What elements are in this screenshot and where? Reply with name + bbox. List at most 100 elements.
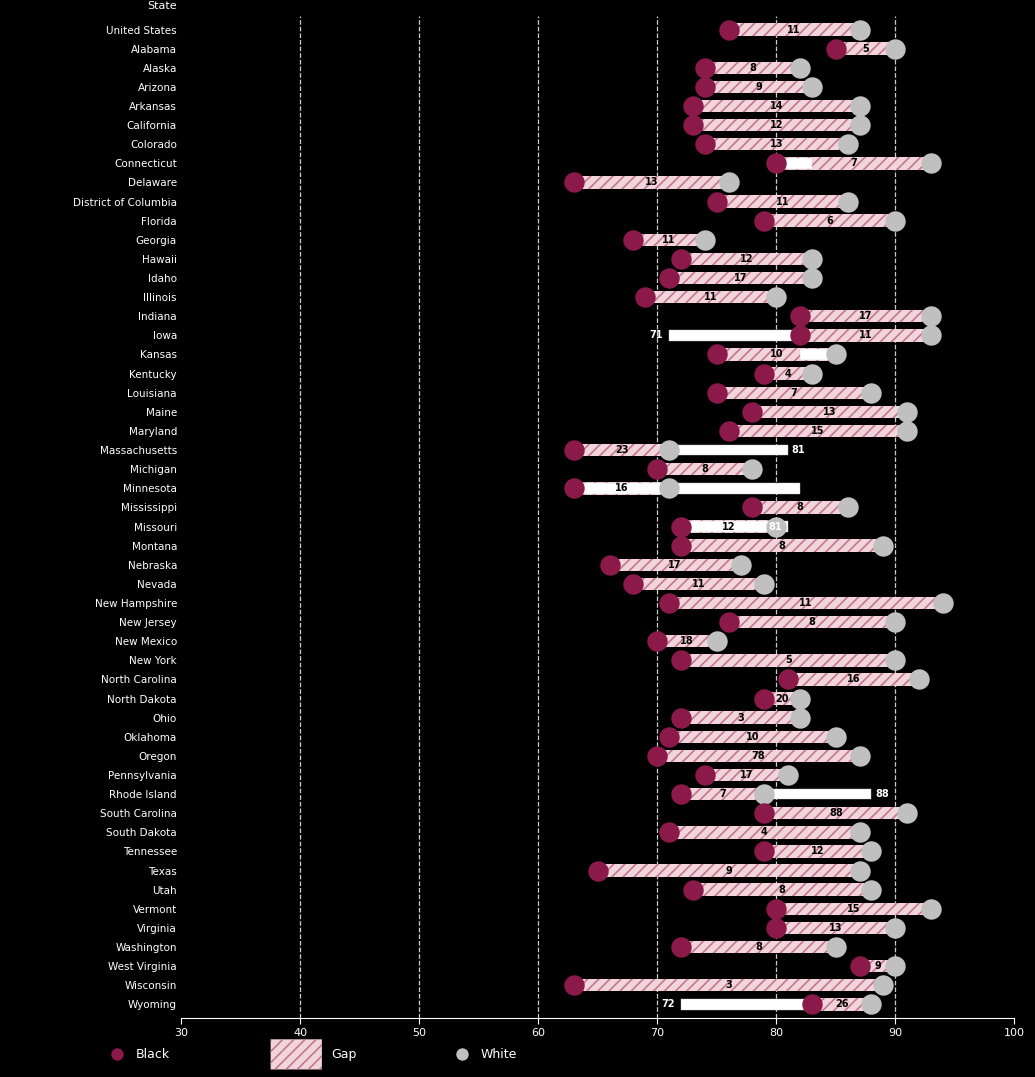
Point <box>673 938 689 955</box>
Bar <box>859 960 895 973</box>
Point <box>708 193 724 210</box>
Bar <box>776 157 932 169</box>
Text: 7: 7 <box>791 388 798 397</box>
Point <box>720 20 737 38</box>
Bar <box>692 883 871 896</box>
Bar <box>657 463 752 475</box>
Point <box>828 938 845 955</box>
Bar <box>716 387 871 398</box>
Text: White: White <box>480 1048 516 1061</box>
Bar <box>836 42 895 55</box>
Point <box>661 269 678 286</box>
Bar <box>681 999 811 1009</box>
Text: 12: 12 <box>811 847 825 856</box>
Text: 10: 10 <box>769 349 783 360</box>
Point <box>697 79 713 96</box>
Bar <box>670 271 811 284</box>
Bar <box>633 234 705 246</box>
Text: 83: 83 <box>793 158 806 168</box>
Point <box>697 59 713 76</box>
FancyBboxPatch shape <box>271 1039 322 1069</box>
Text: Gap: Gap <box>331 1048 357 1061</box>
Bar <box>776 158 811 169</box>
Bar <box>705 81 811 93</box>
Point <box>922 155 939 172</box>
Text: 88: 88 <box>875 789 889 799</box>
Point <box>756 212 772 229</box>
Point <box>839 193 856 210</box>
Text: 82: 82 <box>780 484 794 493</box>
Point <box>768 920 785 937</box>
Text: 81: 81 <box>792 445 805 456</box>
Point <box>935 595 951 612</box>
Text: 82: 82 <box>803 349 818 360</box>
Point <box>851 116 867 134</box>
Point <box>803 996 820 1013</box>
Text: 17: 17 <box>859 311 873 321</box>
Bar <box>670 445 789 456</box>
Bar <box>681 253 811 265</box>
Text: 16: 16 <box>615 484 628 493</box>
Point <box>673 537 689 555</box>
Bar <box>633 577 764 590</box>
Text: 5: 5 <box>785 655 792 666</box>
Bar <box>670 826 860 839</box>
Point <box>744 499 761 516</box>
Point <box>768 155 785 172</box>
Text: 11: 11 <box>788 25 801 34</box>
Point <box>625 575 642 592</box>
Point <box>851 747 867 765</box>
Bar <box>657 750 859 763</box>
Text: 10: 10 <box>745 731 760 742</box>
Point <box>863 881 880 898</box>
Bar <box>692 118 859 131</box>
Text: 8: 8 <box>797 502 803 513</box>
Text: 9: 9 <box>874 961 881 971</box>
Point <box>768 518 785 535</box>
Point <box>875 977 891 994</box>
Bar <box>836 42 895 55</box>
Bar <box>811 998 871 1010</box>
Bar <box>800 330 932 341</box>
Bar <box>859 960 895 973</box>
Point <box>863 843 880 861</box>
Point <box>601 556 618 573</box>
Bar <box>633 234 705 246</box>
Bar <box>800 349 836 360</box>
Bar <box>573 979 883 992</box>
Point <box>649 747 666 765</box>
Point <box>792 308 808 325</box>
Point <box>851 862 867 879</box>
Bar <box>752 501 848 514</box>
Point <box>661 595 678 612</box>
Point <box>661 479 678 496</box>
Text: 7: 7 <box>719 789 727 799</box>
Bar <box>681 540 883 551</box>
Bar <box>573 482 800 493</box>
Point <box>720 173 737 191</box>
Bar <box>729 24 860 36</box>
Bar <box>681 521 789 532</box>
Bar <box>764 214 895 227</box>
Bar <box>681 253 811 265</box>
Point <box>684 97 701 114</box>
Bar <box>729 424 907 437</box>
Point <box>839 136 856 153</box>
Text: 4: 4 <box>761 827 768 837</box>
Bar <box>776 903 932 915</box>
Point <box>637 289 654 306</box>
Point <box>768 900 785 918</box>
Bar <box>789 673 919 686</box>
Text: 15: 15 <box>811 425 825 436</box>
Point <box>661 728 678 745</box>
Bar <box>670 597 943 610</box>
Point <box>792 690 808 708</box>
Text: 11: 11 <box>859 331 873 340</box>
Point <box>673 709 689 726</box>
Bar <box>573 444 670 457</box>
Point <box>744 461 761 478</box>
Text: 4: 4 <box>785 368 792 379</box>
Text: 13: 13 <box>645 178 658 187</box>
Point <box>708 384 724 402</box>
Text: Black: Black <box>136 1048 170 1061</box>
